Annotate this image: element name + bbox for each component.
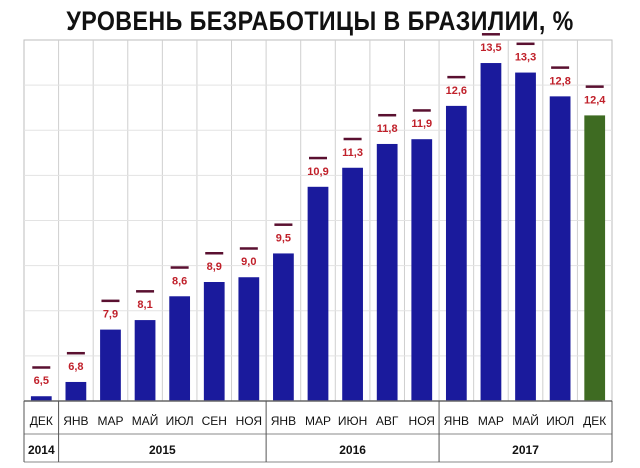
x-tick-label: НОЯ [236,414,262,428]
axis-layer: ДЕК ЯНВ МАР МАЙ ИЮЛ СЕН НОЯ ЯНВ МАР ИЮН АВГ НОЯ ЯНВ М… [23,400,613,463]
bar-marker [585,85,604,88]
x-tick-label: ИЮН [338,414,367,428]
year-label: 2016 [339,443,366,457]
bar [515,72,536,401]
bar-marker [32,366,51,369]
bar-marker [205,252,224,255]
data-label: 8,9 [207,261,222,273]
x-tick-label: НОЯ [409,414,435,428]
bar-marker [412,109,431,112]
bar [134,320,156,401]
bar-marker [309,156,327,160]
bar [480,63,502,401]
data-label: 10,9 [307,166,328,178]
data-label: 11,3 [342,147,363,159]
bar [376,143,398,401]
x-tick-label: МАР [97,414,123,428]
bars-layer [30,63,606,402]
x-tick-label: АВГ [376,414,399,428]
bar-marker [516,42,535,46]
bar [65,381,87,401]
data-label: 12,4 [584,94,606,106]
year-label: 2014 [28,443,55,457]
x-tick-label: ДЕК [583,414,606,428]
x-tick-label: ИЮЛ [546,414,574,428]
x-tick-label: ЯНВ [444,414,469,428]
bar [307,186,329,401]
x-tick-label: ЯНВ [63,414,88,428]
data-label: 11,8 [377,123,398,135]
data-label: 6,8 [68,361,83,373]
chart-title: УРОВЕНЬ БЕЗРАБОТИЦЫ В БРАЗИЛИИ, % [66,6,574,36]
data-label: 12,8 [549,75,570,87]
x-tick-label: СЕН [202,414,227,428]
bar [584,115,606,402]
bar [100,329,121,401]
bar-marker [101,299,120,303]
bar-marker [170,266,189,269]
data-label: 9,5 [276,232,291,244]
data-label: 7,9 [103,309,118,321]
x-tick-label: ЯНВ [271,414,296,428]
data-label: 12,6 [446,85,467,97]
data-label: 8,1 [137,299,152,311]
bar [549,96,571,402]
bar-marker [481,33,500,36]
bar-marker [378,113,397,117]
data-label: 13,5 [480,42,501,54]
x-tick-label: МАЙ [132,413,159,428]
x-tick-label: МАЙ [512,413,539,428]
data-label: 6,5 [34,375,49,387]
x-tick-label: МАР [305,414,331,428]
bar [30,396,52,401]
bar [411,139,433,401]
labels-layer: 6,5 6,8 7,9 8,1 8,6 8,9 9,0 9,5 10,9 11,3 11,8 11,9… [32,33,606,387]
bar-marker [136,290,155,293]
data-label: 13,3 [515,52,536,64]
year-label: 2017 [512,443,539,457]
bar-marker [447,75,466,79]
x-tick-label: МАР [478,414,504,428]
bar [169,296,191,401]
bar-marker [343,137,362,141]
bar-marker [239,247,258,250]
year-label: 2015 [149,443,176,457]
bar [273,253,294,401]
bar [445,105,467,401]
bar-marker [551,66,570,69]
bar-marker [66,351,85,355]
x-tick-label: ИЮЛ [166,414,194,428]
bar-marker [274,223,293,226]
data-label: 11,9 [411,118,432,130]
data-label: 8,6 [172,275,187,287]
data-label: 9,0 [241,256,256,268]
bar [342,167,363,401]
x-tick-label: ДЕК [30,414,53,428]
bar [203,282,225,401]
bar [238,277,260,401]
